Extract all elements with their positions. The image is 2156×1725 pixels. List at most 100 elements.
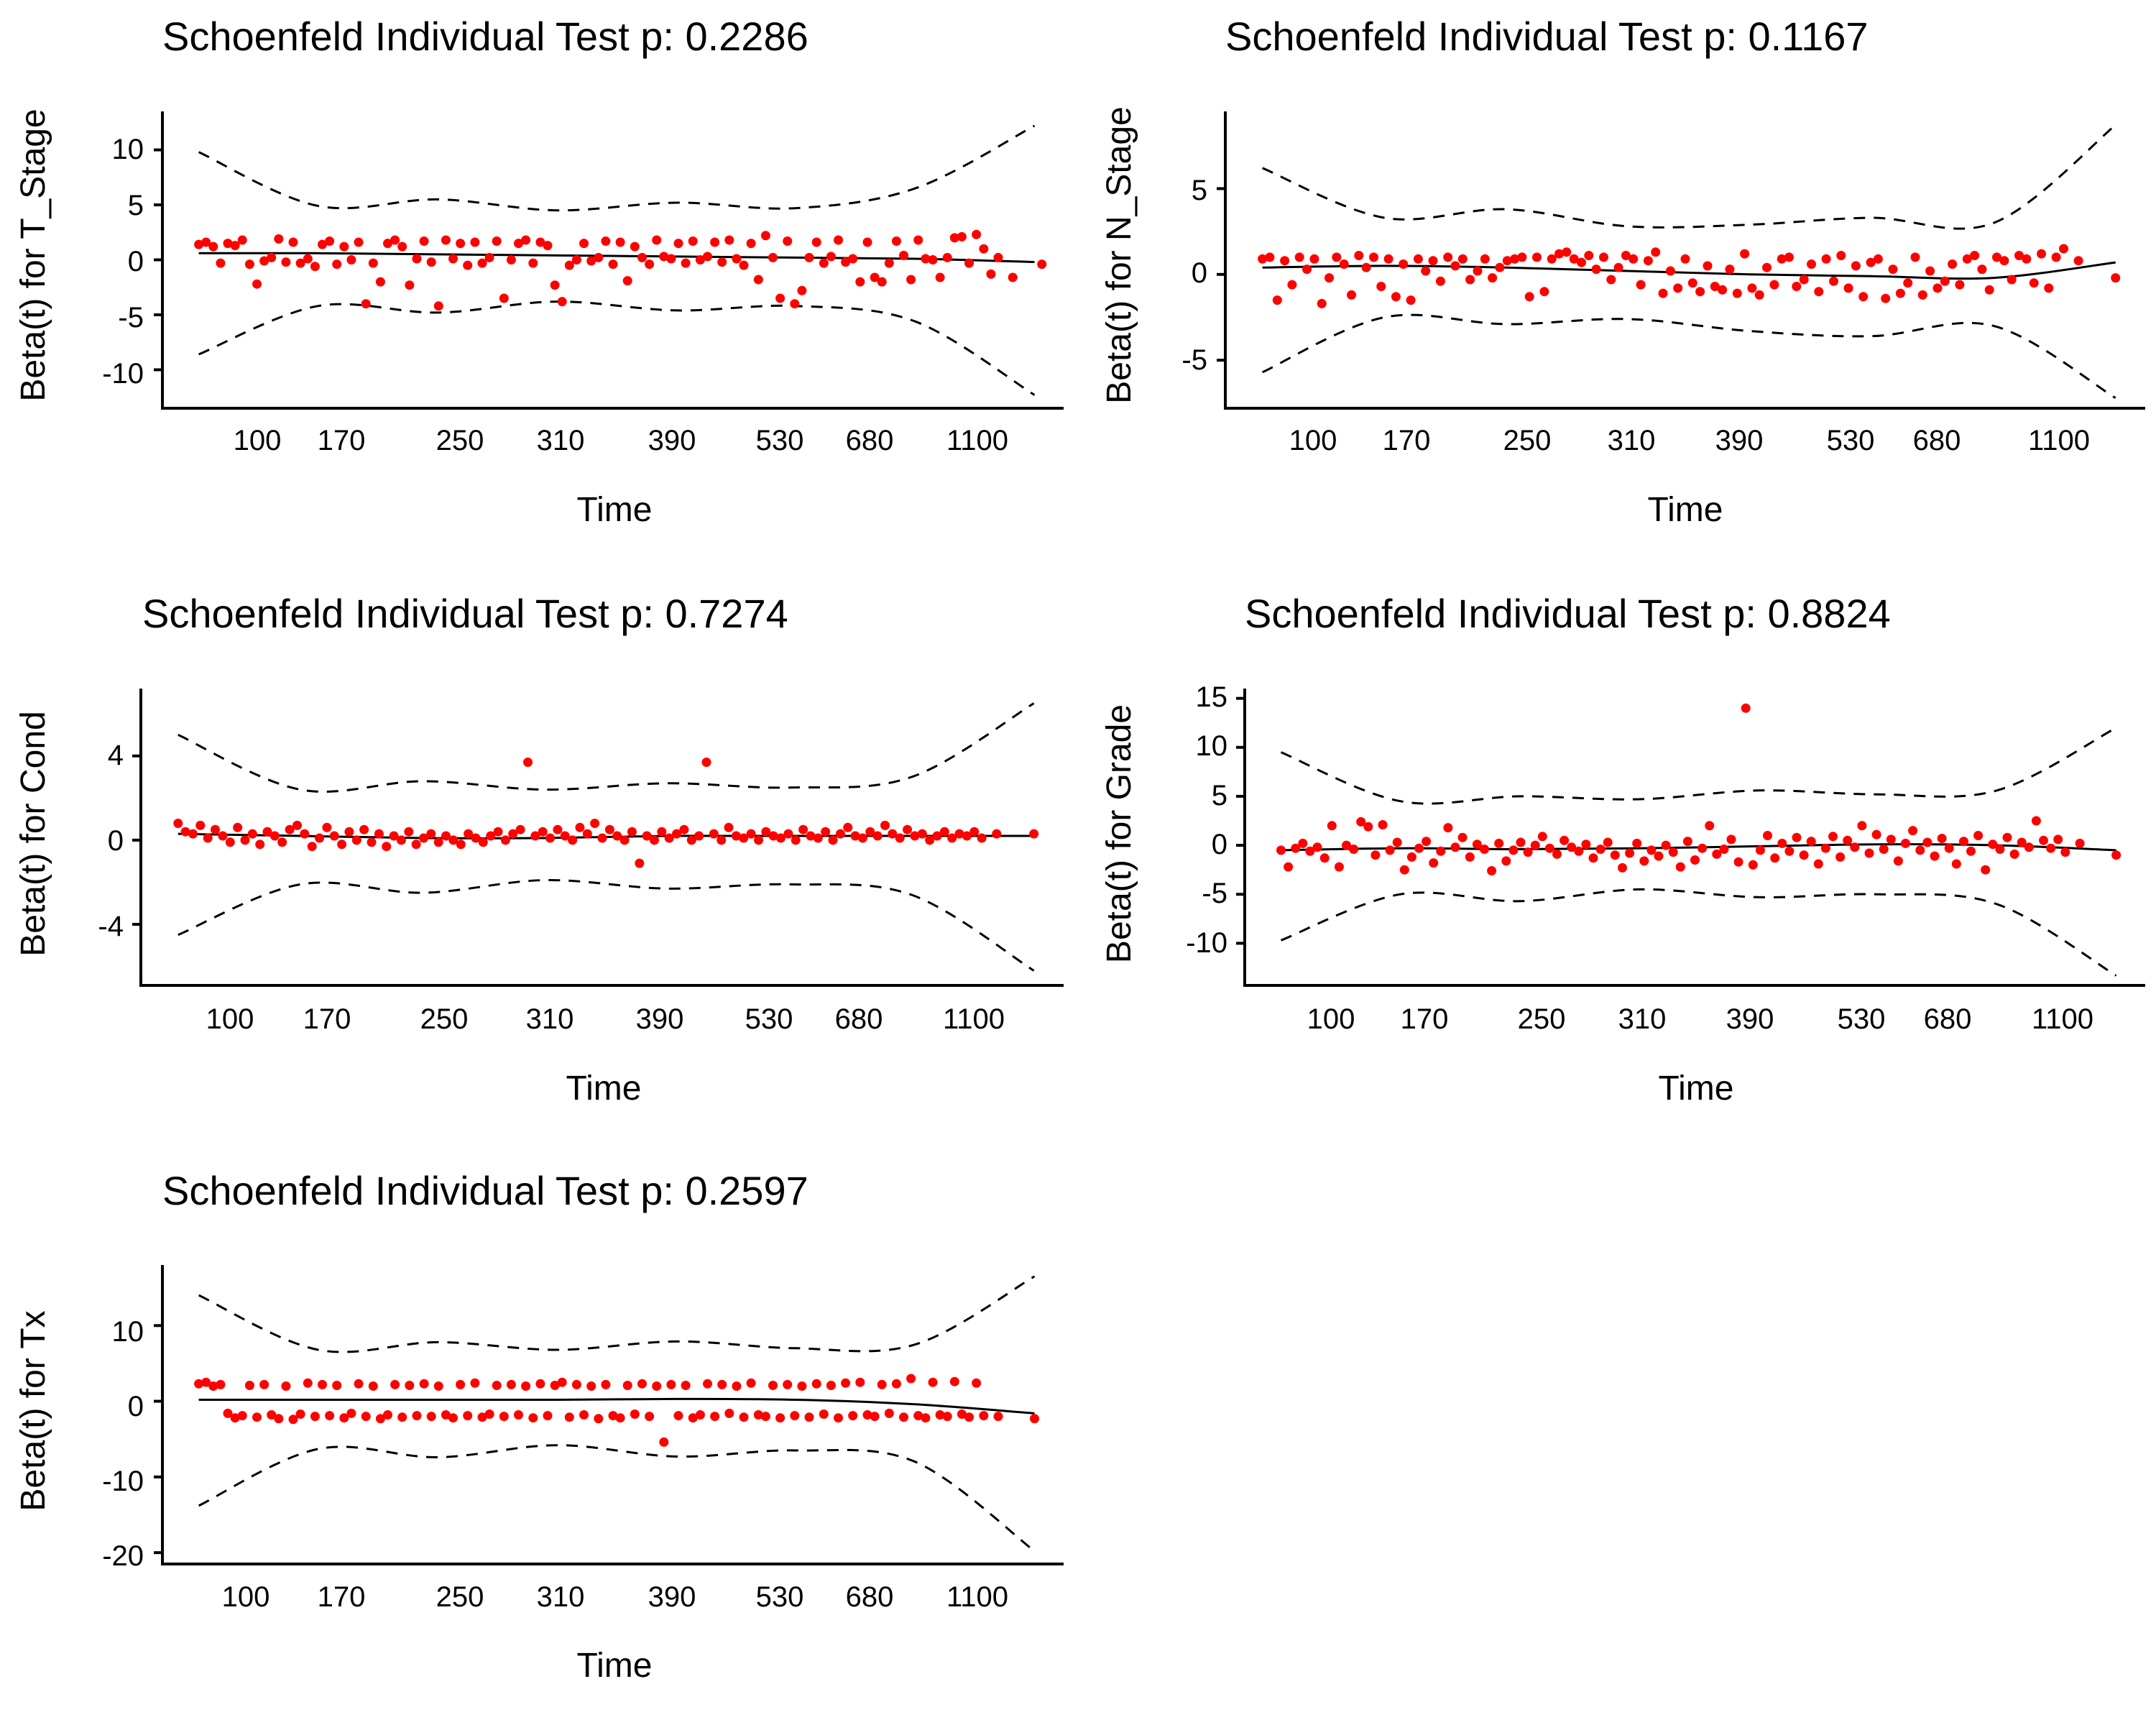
x-axis-title: Time xyxy=(1648,491,1723,529)
residual-point xyxy=(463,260,473,270)
residual-point xyxy=(1508,845,1519,855)
residual-point xyxy=(826,1381,836,1390)
residual-point xyxy=(666,254,676,264)
residual-point xyxy=(397,242,407,252)
residual-point xyxy=(470,237,480,247)
ci-upper-line xyxy=(198,124,1036,212)
residual-point xyxy=(2046,843,2056,853)
residual-point xyxy=(612,831,622,841)
residual-point xyxy=(1349,845,1359,854)
residual-point xyxy=(2060,847,2070,857)
residual-point xyxy=(862,1410,872,1420)
residual-point xyxy=(717,835,727,845)
x-tick-label: 250 xyxy=(1518,1003,1566,1035)
residual-point xyxy=(1523,847,1533,857)
residual-point xyxy=(717,1379,727,1389)
residual-point xyxy=(351,835,361,845)
smooth-fit-line xyxy=(198,252,1035,264)
residual-point xyxy=(361,1412,371,1422)
residual-point xyxy=(2044,283,2054,293)
residual-point xyxy=(545,833,555,843)
residual-point xyxy=(1628,254,1639,264)
residual-point xyxy=(783,829,793,839)
residual-point xyxy=(486,831,496,841)
residual-point xyxy=(433,837,443,847)
residual-point xyxy=(657,827,667,837)
residual-point xyxy=(1932,283,1943,293)
plot-area xyxy=(1236,689,2145,987)
residual-point xyxy=(240,835,250,845)
residual-point xyxy=(917,829,927,839)
x-axis-title: Time xyxy=(1659,1070,1734,1108)
residual-point xyxy=(2073,256,2083,266)
residual-point xyxy=(1806,837,1816,847)
residual-point xyxy=(1864,848,1874,858)
x-tick-label: 680 xyxy=(846,1581,894,1613)
residual-point xyxy=(303,254,313,264)
residual-point xyxy=(1682,837,1692,847)
residual-point xyxy=(201,1377,211,1387)
residual-point xyxy=(811,1379,821,1389)
residual-point xyxy=(1429,858,1439,868)
residual-point xyxy=(1537,832,1547,842)
smooth-fit-line xyxy=(1262,261,2116,280)
residual-point xyxy=(426,829,436,839)
residual-point xyxy=(942,1412,952,1422)
residual-point xyxy=(688,236,698,246)
y-tick-label: -5 xyxy=(1202,878,1227,909)
residual-point xyxy=(382,842,392,852)
panel-title: Schoenfeld Individual Test p: 0.2286 xyxy=(162,14,808,59)
residual-point xyxy=(1413,254,1423,264)
residual-point xyxy=(223,1408,233,1418)
residual-point xyxy=(2111,273,2121,283)
residual-point xyxy=(339,1413,349,1423)
residual-point xyxy=(325,236,335,246)
residual-point xyxy=(1569,254,1579,264)
y-tick-labels: 10 0 -10 -20 xyxy=(102,1316,144,1572)
residual-point xyxy=(947,833,957,843)
residual-point xyxy=(732,1381,742,1391)
residual-point xyxy=(1339,259,1349,269)
residual-point xyxy=(484,252,494,262)
residual-point xyxy=(1294,252,1304,262)
residual-point xyxy=(686,835,696,845)
residual-point xyxy=(962,831,972,841)
residual-point xyxy=(390,1379,400,1389)
x-tick-label: 250 xyxy=(1503,425,1552,456)
x-tick-labels: 100 170 250 310 390 530 680 1100 xyxy=(1289,425,2090,456)
residual-point xyxy=(768,1381,778,1390)
residual-point xyxy=(819,1409,829,1419)
residual-point xyxy=(1547,254,1557,264)
y-tick-label: 15 xyxy=(1196,681,1228,713)
residual-point xyxy=(484,1409,494,1419)
residual-point xyxy=(1428,256,1438,266)
y-tick-label: 0 xyxy=(128,1391,144,1422)
residual-point xyxy=(1879,845,1889,854)
residual-point xyxy=(344,827,354,837)
residual-point xyxy=(880,820,890,830)
residual-point xyxy=(1414,843,1424,853)
residual-point xyxy=(194,1379,204,1389)
residual-point xyxy=(322,822,332,832)
y-tick-labels: 4 0 -4 xyxy=(98,740,124,942)
residual-point xyxy=(471,833,481,843)
residual-point xyxy=(281,1381,291,1391)
residual-point xyxy=(441,1410,451,1420)
panel-cond: Schoenfeld Individual Test p: 0.7274 Bet… xyxy=(14,591,1064,1108)
residual-point xyxy=(1370,850,1381,860)
residual-point xyxy=(790,1411,800,1421)
ci-upper-line xyxy=(178,702,1035,793)
residual-point xyxy=(557,1377,567,1387)
residual-point xyxy=(753,1410,763,1420)
residual-point xyxy=(1378,820,1388,829)
residual-point xyxy=(233,822,243,832)
y-tick-labels: 10 5 0 -5 -10 xyxy=(102,134,144,390)
residual-point xyxy=(237,1411,247,1421)
x-tick-label: 680 xyxy=(835,1003,883,1035)
residual-point xyxy=(1908,826,1918,836)
residual-point xyxy=(332,1381,342,1390)
residual-point xyxy=(1369,252,1378,262)
residual-point xyxy=(872,831,883,841)
residual-point xyxy=(508,829,518,839)
residual-point xyxy=(1792,832,1802,842)
